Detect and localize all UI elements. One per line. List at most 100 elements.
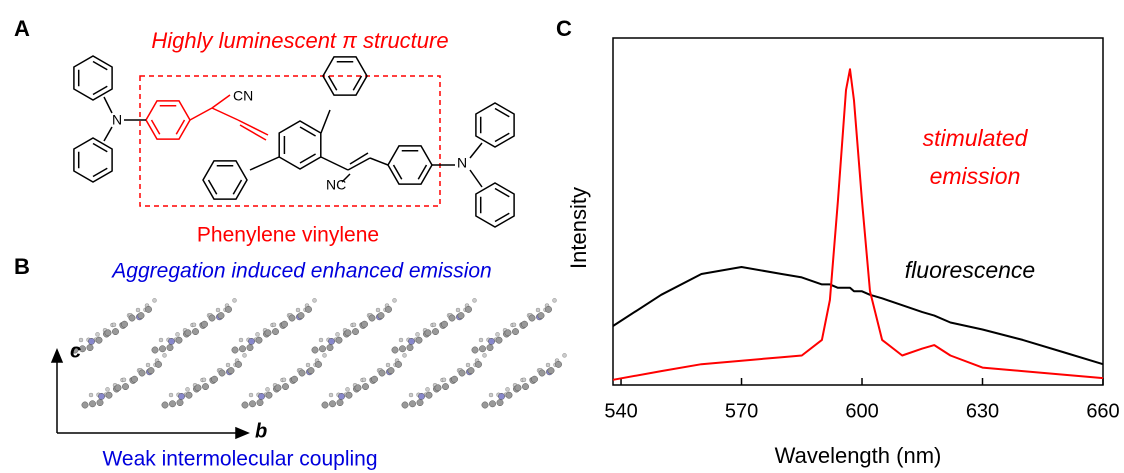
atom bbox=[553, 298, 557, 302]
atom bbox=[336, 332, 340, 336]
atom bbox=[337, 399, 343, 405]
atom bbox=[195, 385, 201, 391]
atom bbox=[299, 370, 305, 376]
group-label: N bbox=[112, 112, 122, 128]
atom bbox=[393, 298, 397, 302]
atom bbox=[291, 376, 297, 382]
x-tick-label: 570 bbox=[725, 400, 758, 422]
atom bbox=[138, 312, 144, 318]
panel-subtitle: Weak intermolecular coupling bbox=[102, 448, 377, 471]
bond bbox=[104, 97, 112, 113]
atom bbox=[98, 393, 104, 399]
panel-label: A bbox=[14, 16, 30, 41]
bond bbox=[350, 153, 368, 164]
bond bbox=[470, 170, 482, 187]
atom bbox=[329, 401, 335, 407]
atom bbox=[176, 332, 180, 336]
atom bbox=[192, 323, 196, 327]
x-tick-label: 540 bbox=[604, 400, 637, 422]
atom bbox=[233, 298, 237, 302]
atom bbox=[346, 392, 352, 398]
axis-label: c bbox=[70, 340, 81, 362]
atom bbox=[106, 392, 112, 398]
atom bbox=[96, 332, 100, 336]
atom bbox=[202, 378, 206, 382]
bond bbox=[321, 110, 330, 133]
atom bbox=[148, 367, 154, 373]
axis-label: b bbox=[255, 420, 267, 442]
atom bbox=[216, 308, 220, 312]
atom bbox=[496, 337, 502, 343]
atom bbox=[442, 383, 448, 389]
atom bbox=[89, 393, 93, 397]
bond bbox=[321, 157, 348, 170]
atom bbox=[121, 321, 127, 327]
y-axis-label: Intensity bbox=[566, 187, 591, 269]
atom bbox=[479, 338, 483, 342]
atom bbox=[489, 393, 493, 397]
atom bbox=[546, 363, 550, 367]
atom bbox=[112, 323, 116, 327]
atom bbox=[248, 338, 254, 344]
atom bbox=[355, 385, 361, 391]
atom bbox=[257, 399, 263, 405]
atom bbox=[106, 387, 110, 391]
atom bbox=[425, 330, 431, 336]
atom bbox=[169, 393, 173, 397]
atom bbox=[482, 402, 488, 408]
atom bbox=[346, 387, 350, 391]
atom bbox=[416, 337, 422, 343]
atom bbox=[247, 344, 253, 350]
atom bbox=[456, 308, 460, 312]
group-label: NC bbox=[326, 177, 346, 193]
bond bbox=[212, 95, 230, 108]
atom bbox=[329, 393, 333, 397]
atom bbox=[395, 361, 401, 367]
atom bbox=[201, 321, 207, 327]
x-tick-label: 600 bbox=[845, 400, 878, 422]
atom bbox=[512, 323, 516, 327]
atom bbox=[362, 378, 366, 382]
ring bbox=[388, 146, 432, 184]
atom bbox=[465, 306, 471, 312]
atom bbox=[218, 312, 224, 318]
ring bbox=[146, 101, 190, 139]
atom bbox=[146, 363, 150, 367]
atom bbox=[386, 363, 390, 367]
atom bbox=[426, 392, 432, 398]
atom bbox=[529, 315, 535, 321]
atom bbox=[226, 363, 230, 367]
highlight-box bbox=[140, 76, 440, 206]
atom bbox=[417, 399, 423, 405]
group-label: N bbox=[457, 155, 467, 171]
atom bbox=[209, 315, 215, 321]
crystal-packing bbox=[72, 298, 567, 408]
atom bbox=[536, 308, 540, 312]
bond bbox=[104, 127, 112, 141]
atom bbox=[162, 402, 168, 408]
atom bbox=[402, 402, 408, 408]
atom bbox=[122, 378, 126, 382]
atom bbox=[441, 321, 447, 327]
atom bbox=[563, 353, 567, 357]
atom bbox=[159, 338, 163, 342]
atom bbox=[392, 347, 398, 353]
atom bbox=[418, 393, 424, 399]
atom bbox=[388, 367, 394, 373]
atom bbox=[468, 367, 474, 373]
atom bbox=[177, 399, 183, 405]
spectrum-line bbox=[613, 69, 1103, 380]
atom bbox=[225, 306, 231, 312]
atom bbox=[506, 392, 512, 398]
atom bbox=[407, 344, 413, 350]
atom bbox=[168, 338, 174, 344]
atom bbox=[336, 337, 342, 343]
atom bbox=[451, 376, 457, 382]
atom bbox=[122, 383, 128, 389]
atom bbox=[169, 401, 175, 407]
panel-title: Highly luminescent π structure bbox=[151, 28, 448, 53]
atom bbox=[497, 399, 503, 405]
atom bbox=[176, 337, 182, 343]
atom bbox=[105, 330, 111, 336]
atom bbox=[82, 402, 88, 408]
